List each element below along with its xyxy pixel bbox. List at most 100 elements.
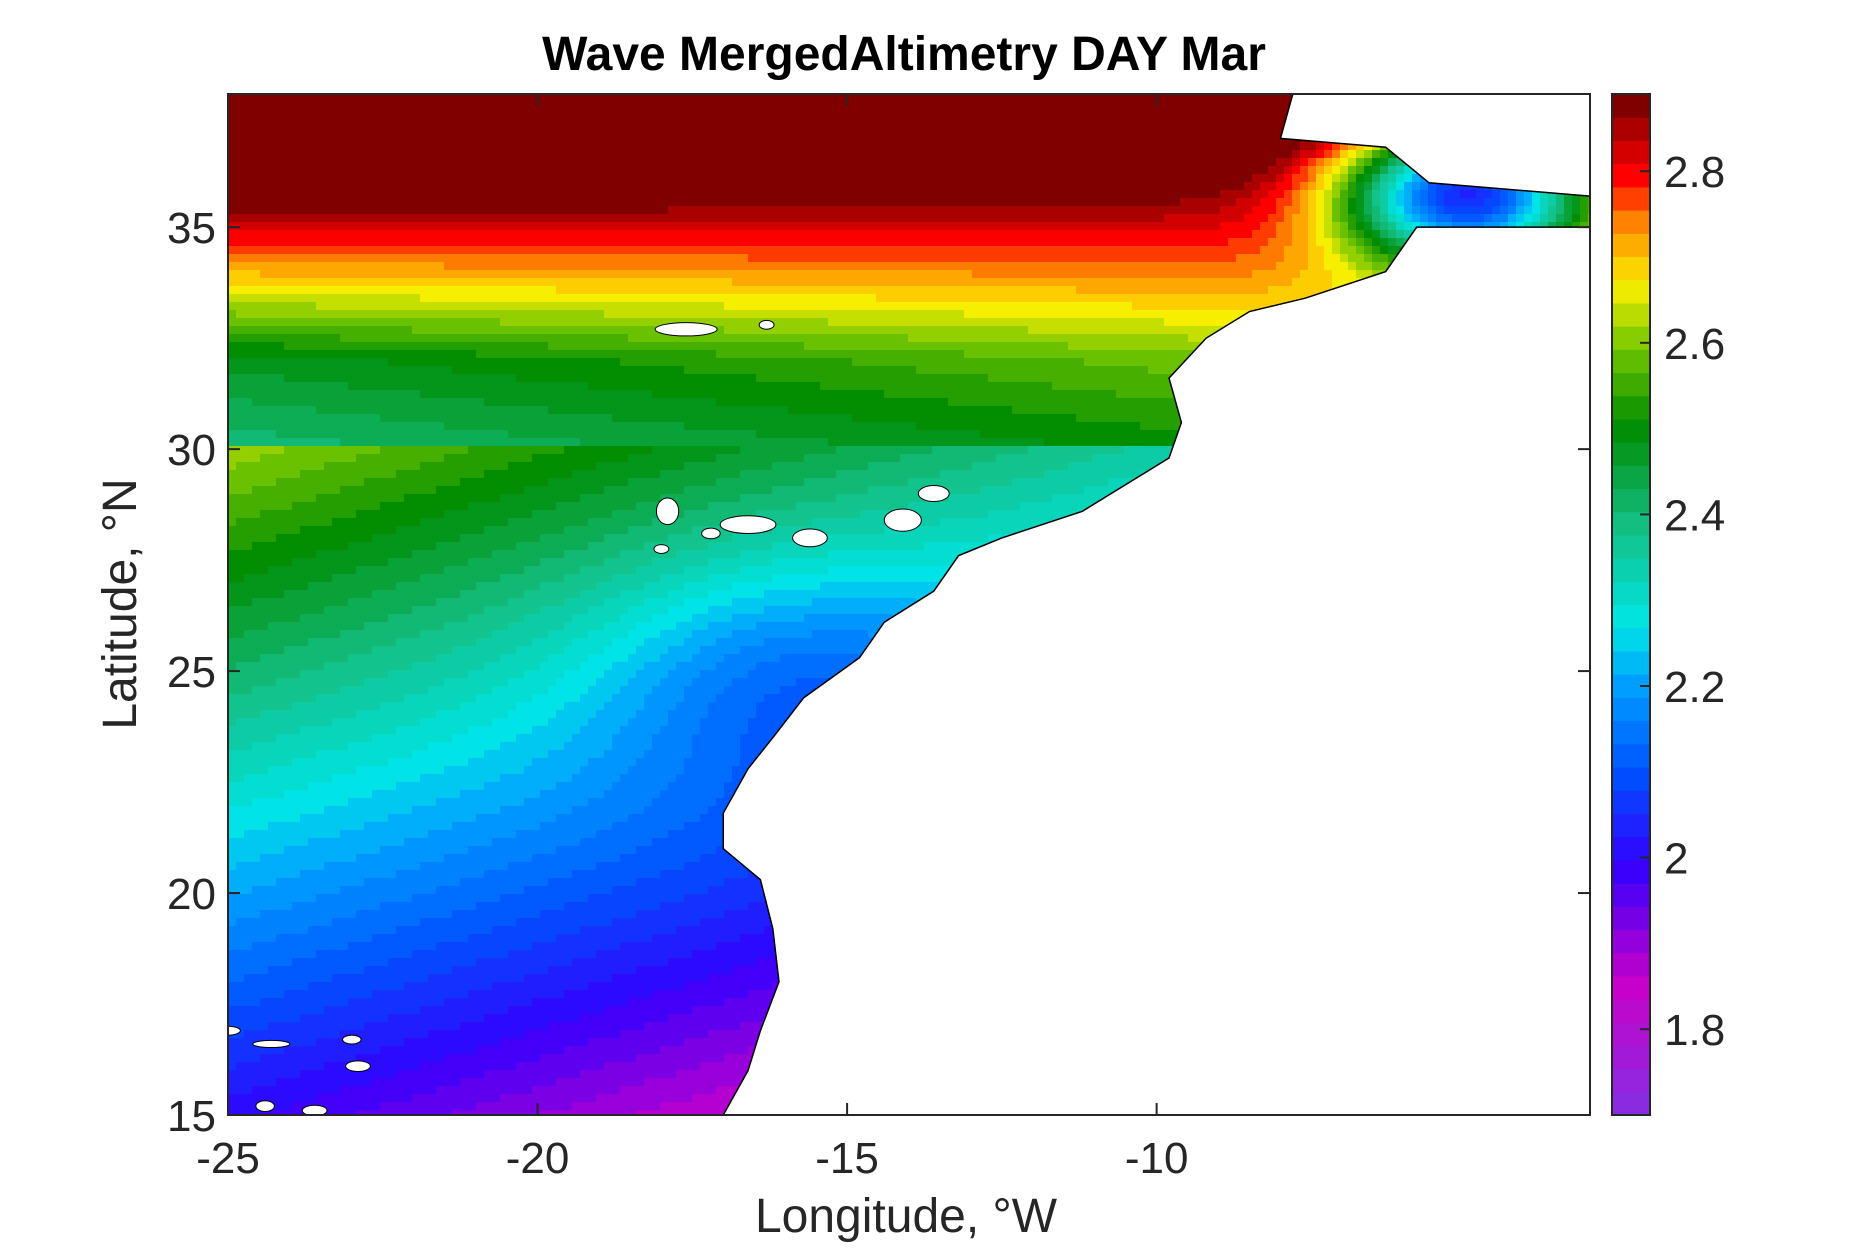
field-cell (1188, 270, 1197, 279)
field-cell (1420, 222, 1429, 231)
field-cell (1444, 294, 1453, 303)
field-cell (1092, 182, 1101, 191)
field-cell (908, 190, 917, 199)
field-cell (1012, 182, 1021, 191)
field-cell (1452, 278, 1461, 287)
field-cell (308, 286, 317, 295)
field-cell (1196, 230, 1205, 239)
field-cell (372, 142, 381, 151)
field-cell (1124, 134, 1133, 143)
field-cell (652, 238, 661, 247)
field-cell (308, 174, 317, 183)
field-cell (620, 246, 629, 255)
field-cell (1564, 174, 1573, 183)
field-cell (1012, 270, 1021, 279)
field-cell (1132, 214, 1141, 223)
field-cell (1100, 118, 1109, 127)
field-cell (1060, 294, 1069, 303)
field-cell (988, 310, 997, 319)
field-cell (276, 262, 285, 271)
field-cell (1508, 230, 1517, 239)
field-cell (1044, 310, 1053, 319)
field-cell (244, 238, 253, 247)
field-cell (484, 206, 493, 215)
field-cell (596, 310, 605, 319)
field-cell (1500, 238, 1509, 247)
field-cell (332, 326, 341, 335)
field-cell (1308, 214, 1317, 223)
field-cell (1580, 294, 1589, 303)
field-cell (1188, 182, 1197, 191)
field-cell (492, 326, 501, 335)
field-cell (796, 262, 805, 271)
field-cell (1476, 142, 1485, 151)
field-cell (892, 246, 901, 255)
field-cell (1428, 134, 1437, 143)
field-cell (412, 262, 421, 271)
field-cell (1180, 190, 1189, 199)
field-cell (932, 110, 941, 119)
field-cell (1228, 158, 1237, 167)
field-cell (1244, 118, 1253, 127)
field-cell (996, 118, 1005, 127)
field-cell (1164, 246, 1173, 255)
field-cell (1228, 254, 1237, 263)
field-cell (764, 278, 773, 287)
field-cell (596, 238, 605, 247)
field-cell (428, 142, 437, 151)
field-cell (268, 222, 277, 231)
field-cell (1292, 302, 1301, 311)
field-cell (1076, 182, 1085, 191)
field-cell (668, 206, 677, 215)
field-cell (956, 126, 965, 135)
field-cell (948, 222, 957, 231)
field-cell (516, 150, 525, 159)
field-cell (1004, 214, 1013, 223)
field-cell (644, 102, 653, 111)
field-cell (940, 262, 949, 271)
field-cell (1076, 110, 1085, 119)
field-cell (700, 118, 709, 127)
field-cell (1124, 254, 1133, 263)
field-cell (596, 294, 605, 303)
field-cell (748, 262, 757, 271)
field-cell (436, 278, 445, 287)
field-cell (948, 254, 957, 263)
field-cell (988, 238, 997, 247)
field-cell (244, 118, 253, 127)
field-cell (244, 278, 253, 287)
field-cell (604, 262, 613, 271)
field-cell (1148, 174, 1157, 183)
field-cell (1052, 126, 1061, 135)
field-cell (1492, 198, 1501, 207)
field-cell (1044, 318, 1053, 327)
field-cell (724, 134, 733, 143)
field-cell (916, 302, 925, 311)
field-cell (380, 126, 389, 135)
field-cell (668, 134, 677, 143)
field-cell (1420, 230, 1429, 239)
field-cell (604, 318, 613, 327)
field-cell (724, 286, 733, 295)
field-cell (1036, 126, 1045, 135)
field-cell (716, 166, 725, 175)
field-cell (436, 302, 445, 311)
field-cell (1516, 166, 1525, 175)
field-cell (836, 110, 845, 119)
field-cell (1148, 94, 1157, 103)
field-cell (732, 214, 741, 223)
field-cell (756, 126, 765, 135)
field-cell (324, 94, 333, 103)
field-cell (1188, 118, 1197, 127)
field-cell (1300, 126, 1309, 135)
field-cell (844, 262, 853, 271)
field-cell (660, 238, 669, 247)
field-cell (1140, 286, 1149, 295)
field-cell (604, 94, 613, 103)
field-cell (740, 166, 749, 175)
field-cell (1236, 142, 1245, 151)
field-cell (1428, 158, 1437, 167)
field-cell (1044, 214, 1053, 223)
field-cell (292, 110, 301, 119)
field-cell (1556, 174, 1565, 183)
